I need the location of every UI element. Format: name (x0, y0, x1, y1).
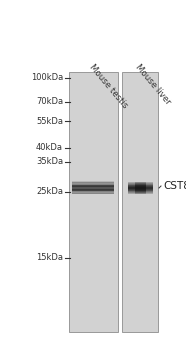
Bar (128, 185, 146, 186)
Bar (72, 184, 114, 185)
Bar (128, 182, 146, 183)
Bar (128, 186, 146, 187)
Bar (72, 187, 114, 188)
Text: Mouse testis: Mouse testis (87, 62, 129, 110)
Text: 55kDa: 55kDa (36, 117, 63, 126)
Bar (128, 193, 146, 194)
Bar (69, 72, 118, 332)
Bar (72, 192, 114, 193)
Text: 35kDa: 35kDa (36, 158, 63, 167)
Bar (135, 193, 153, 194)
Bar (135, 184, 153, 185)
Text: 25kDa: 25kDa (36, 188, 63, 196)
Bar (135, 187, 153, 188)
Bar (135, 184, 153, 185)
Bar (128, 182, 146, 183)
Bar (72, 184, 114, 185)
Bar (72, 187, 114, 188)
Bar (128, 190, 146, 191)
Bar (128, 189, 146, 190)
Bar (128, 187, 146, 188)
Text: Mouse liver: Mouse liver (133, 62, 172, 106)
Bar (135, 191, 153, 192)
Bar (72, 194, 114, 195)
Bar (72, 193, 114, 194)
Bar (72, 186, 114, 187)
Text: 70kDa: 70kDa (36, 98, 63, 106)
Bar (135, 190, 153, 191)
Text: 15kDa: 15kDa (36, 253, 63, 262)
Bar (135, 182, 153, 183)
Bar (135, 187, 153, 188)
Bar (135, 183, 153, 184)
Bar (72, 189, 114, 190)
Bar (135, 186, 153, 187)
Bar (72, 183, 114, 184)
Bar (72, 185, 114, 186)
Bar (135, 188, 153, 189)
Bar (135, 189, 153, 190)
Bar (128, 191, 146, 192)
Bar (72, 181, 114, 182)
Text: 100kDa: 100kDa (31, 74, 63, 83)
Bar (72, 190, 114, 191)
Bar (135, 185, 153, 186)
Bar (72, 182, 114, 183)
Bar (128, 193, 146, 194)
Bar (72, 188, 114, 189)
Bar (128, 183, 146, 184)
Bar (135, 185, 153, 186)
Bar (128, 184, 146, 185)
Bar (135, 193, 153, 194)
Bar (128, 192, 146, 193)
Bar (72, 191, 114, 192)
Bar (122, 72, 158, 332)
Bar (135, 192, 153, 193)
Bar (72, 189, 114, 190)
Bar (128, 185, 146, 186)
Bar (72, 186, 114, 187)
Bar (128, 184, 146, 185)
Bar (72, 182, 114, 183)
Bar (128, 187, 146, 188)
Bar (128, 190, 146, 191)
Text: 40kDa: 40kDa (36, 144, 63, 153)
Bar (128, 188, 146, 189)
Text: CST8: CST8 (163, 181, 186, 191)
Bar (135, 190, 153, 191)
Bar (135, 182, 153, 183)
